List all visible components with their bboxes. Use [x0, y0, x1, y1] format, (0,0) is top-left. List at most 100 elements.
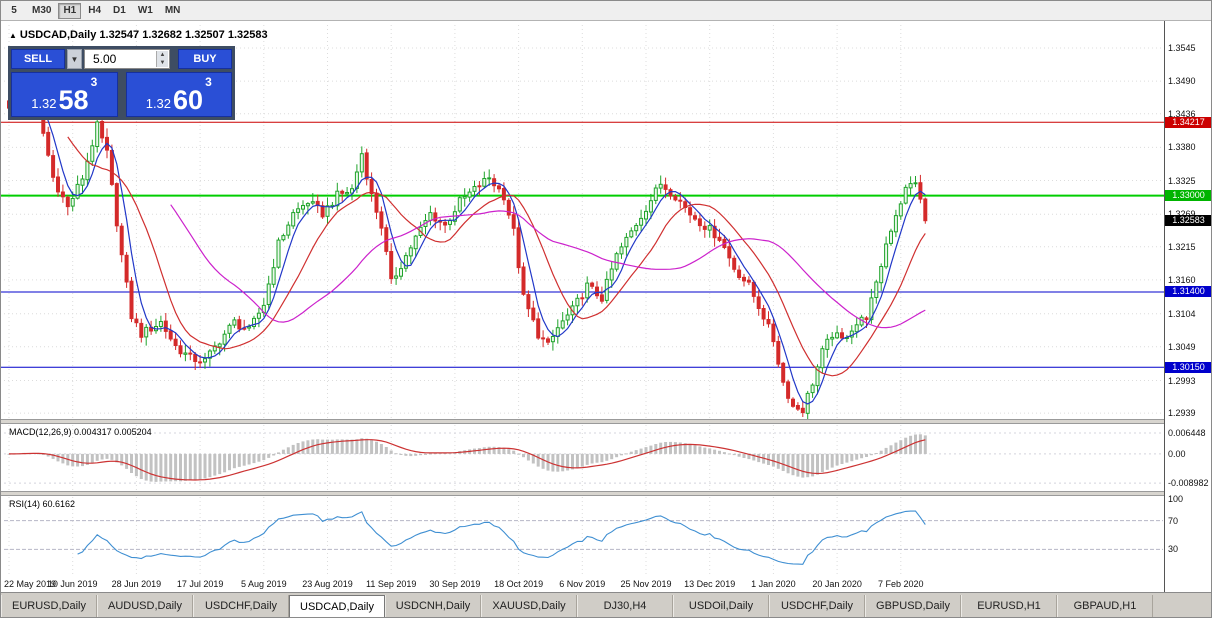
price-axis-label: 1.3490 — [1168, 76, 1196, 87]
chart-ohlc: 1.32547 1.32682 1.32507 1.32583 — [99, 29, 268, 41]
date-label: 17 Jul 2019 — [176, 579, 224, 589]
chart-tab-eurusd-h1[interactable]: EURUSD,H1 — [961, 595, 1057, 617]
macd-title: MACD(12,26,9) 0.004317 0.005204 — [9, 427, 152, 437]
date-label: 20 Jan 2020 — [812, 579, 862, 589]
chart-tab-xauusd-daily[interactable]: XAUUSD,Daily — [481, 595, 577, 617]
price-axis-label: 1.3215 — [1168, 241, 1196, 252]
date-label: 13 Dec 2019 — [684, 579, 736, 589]
volume-input[interactable]: 5.00 ▲ ▼ — [84, 49, 170, 69]
chart-tab-usdcad-daily[interactable]: USDCAD,Daily — [289, 595, 385, 617]
trade-controls-row: SELL ▼ 5.00 ▲ ▼ BUY — [11, 49, 232, 69]
price-axis-label: 1.2939 — [1168, 408, 1196, 419]
chart-symbol: USDCAD,Daily — [19, 29, 97, 41]
price-axis-label: 1.3325 — [1168, 175, 1196, 186]
candles — [7, 90, 928, 423]
chart-tab-audusd-daily[interactable]: AUDUSD,Daily — [97, 595, 193, 617]
timeframe-button-d1[interactable]: D1 — [113, 5, 126, 16]
one-click-trading-panel: SELL ▼ 5.00 ▲ ▼ BUY 1.32 58 3 1.32 60 3 — [8, 46, 235, 120]
buy-price-big: 60 — [173, 85, 204, 115]
chart-tab-eurusd-daily[interactable]: EURUSD,Daily — [1, 595, 97, 617]
chevron-down-icon: ▼ — [70, 54, 79, 64]
timeframe-button-m30[interactable]: M30 — [32, 5, 52, 16]
date-label: 10 Jun 2019 — [47, 579, 98, 589]
rsi-title: RSI(14) 60.6162 — [9, 499, 75, 509]
moving-averages — [28, 99, 926, 405]
timeframe-button-h1[interactable]: H1 — [58, 2, 82, 19]
chart-tab-usdoil-daily[interactable]: USDOil,Daily — [673, 595, 769, 617]
date-label: 7 Feb 2020 — [878, 579, 924, 589]
buy-price-main: 1.32 — [145, 96, 172, 111]
chart-tab-gbpusd-daily[interactable]: GBPUSD,Daily — [865, 595, 961, 617]
volume-stepper[interactable]: ▲ ▼ — [156, 51, 168, 67]
date-label: 5 Aug 2019 — [241, 579, 287, 589]
price-axis-label: 1.3049 — [1168, 341, 1196, 352]
horizontal-lines — [1, 121, 1164, 368]
price-tag: 1.30150 — [1165, 361, 1211, 373]
date-label: 23 Aug 2019 — [302, 579, 353, 589]
rsi-axis-label: 70 — [1168, 515, 1179, 526]
buy-price-pip: 3 — [205, 75, 212, 89]
rsi-pane — [4, 510, 1163, 565]
chart-tab-usdchf-daily[interactable]: USDCHF,Daily — [193, 595, 289, 617]
timeframe-toolbar: 5 M30 H1 H4 D1 W1 MN — [1, 1, 1211, 21]
arrow-down-icon[interactable]: ▼ — [159, 60, 166, 66]
macd-axis-label: 0.006448 — [1168, 428, 1206, 439]
chart-title: ▲ USDCAD,Daily 1.32547 1.32682 1.32507 1.… — [9, 29, 268, 41]
price-tag: 1.33000 — [1165, 190, 1211, 202]
sell-price-big: 58 — [58, 85, 89, 115]
symbol-marker-icon: ▲ — [9, 31, 17, 40]
macd-signal-line — [9, 439, 926, 481]
price-axis-label: 1.3545 — [1168, 43, 1196, 53]
price-scale-separator — [1164, 21, 1165, 594]
rsi-axis-label: 30 — [1168, 544, 1179, 555]
pane-splitter[interactable] — [1, 419, 1164, 424]
arrow-up-icon[interactable]: ▲ — [159, 52, 166, 58]
chart-tab-gbpaud-h1[interactable]: GBPAUD,H1 — [1057, 595, 1153, 617]
date-label: 6 Nov 2019 — [559, 579, 606, 589]
price-axis-label: 1.3380 — [1168, 142, 1196, 153]
date-label: 22 May 2019 — [4, 579, 57, 589]
sell-price-main: 1.32 — [31, 96, 57, 111]
date-label: 1 Jan 2020 — [751, 579, 796, 589]
chart-tab-usdchf-daily[interactable]: USDCHF,Daily — [769, 595, 865, 617]
rsi-axis-label: 100 — [1168, 494, 1184, 504]
sell-price-box[interactable]: 1.32 58 3 — [11, 72, 118, 117]
macd-axis-label: 0.00 — [1168, 448, 1186, 459]
sell-button[interactable]: SELL — [11, 49, 65, 69]
volume-dropdown-button[interactable]: ▼ — [67, 49, 82, 69]
date-label: 28 Jun 2019 — [111, 579, 162, 589]
timeframe-button-mn[interactable]: MN — [164, 5, 181, 16]
macd-values: 0.004317 0.005204 — [74, 427, 152, 437]
chart-canvas[interactable] — [1, 21, 1164, 576]
pane-splitter[interactable] — [1, 491, 1164, 496]
chart-tab-dj30-h4[interactable]: DJ30,H4 — [577, 595, 673, 617]
macd-histogram — [7, 434, 927, 482]
macd-name: MACD(12,26,9) — [9, 427, 72, 437]
buy-button[interactable]: BUY — [178, 49, 232, 69]
price-tag: 1.31400 — [1165, 286, 1211, 298]
price-axis-label: 1.3160 — [1168, 274, 1196, 285]
date-label: 25 Nov 2019 — [620, 579, 672, 589]
volume-value: 5.00 — [93, 52, 117, 66]
timeframe-button-5[interactable]: 5 — [11, 5, 17, 16]
price-tag: 1.32583 — [1165, 215, 1211, 227]
date-label: 30 Sep 2019 — [429, 579, 481, 589]
price-tag: 1.34217 — [1165, 116, 1211, 128]
chart-area: 1.35451.34901.34361.33801.33251.32691.32… — [1, 21, 1211, 594]
price-axis-label: 1.3104 — [1168, 308, 1196, 319]
buy-price-box[interactable]: 1.32 60 3 — [125, 72, 232, 117]
rsi-line — [77, 510, 926, 565]
chart-tab-usdcnh-daily[interactable]: USDCNH,Daily — [385, 595, 481, 617]
date-label: 18 Oct 2019 — [494, 579, 544, 589]
price-axis-label: 1.2993 — [1168, 375, 1196, 386]
trade-prices-row: 1.32 58 3 1.32 60 3 — [11, 72, 232, 117]
sell-price-pip: 3 — [90, 75, 98, 89]
timeframe-button-w1[interactable]: W1 — [137, 5, 153, 16]
price-axis-label: 1.3436 — [1168, 108, 1196, 119]
timeframe-button-h4[interactable]: H4 — [88, 5, 102, 16]
price-axis-label: 1.3269 — [1168, 209, 1196, 219]
rsi-value: 60.6162 — [42, 499, 76, 509]
date-label: 11 Sep 2019 — [365, 579, 417, 589]
macd-axis-label: -0.008982 — [1168, 478, 1209, 489]
